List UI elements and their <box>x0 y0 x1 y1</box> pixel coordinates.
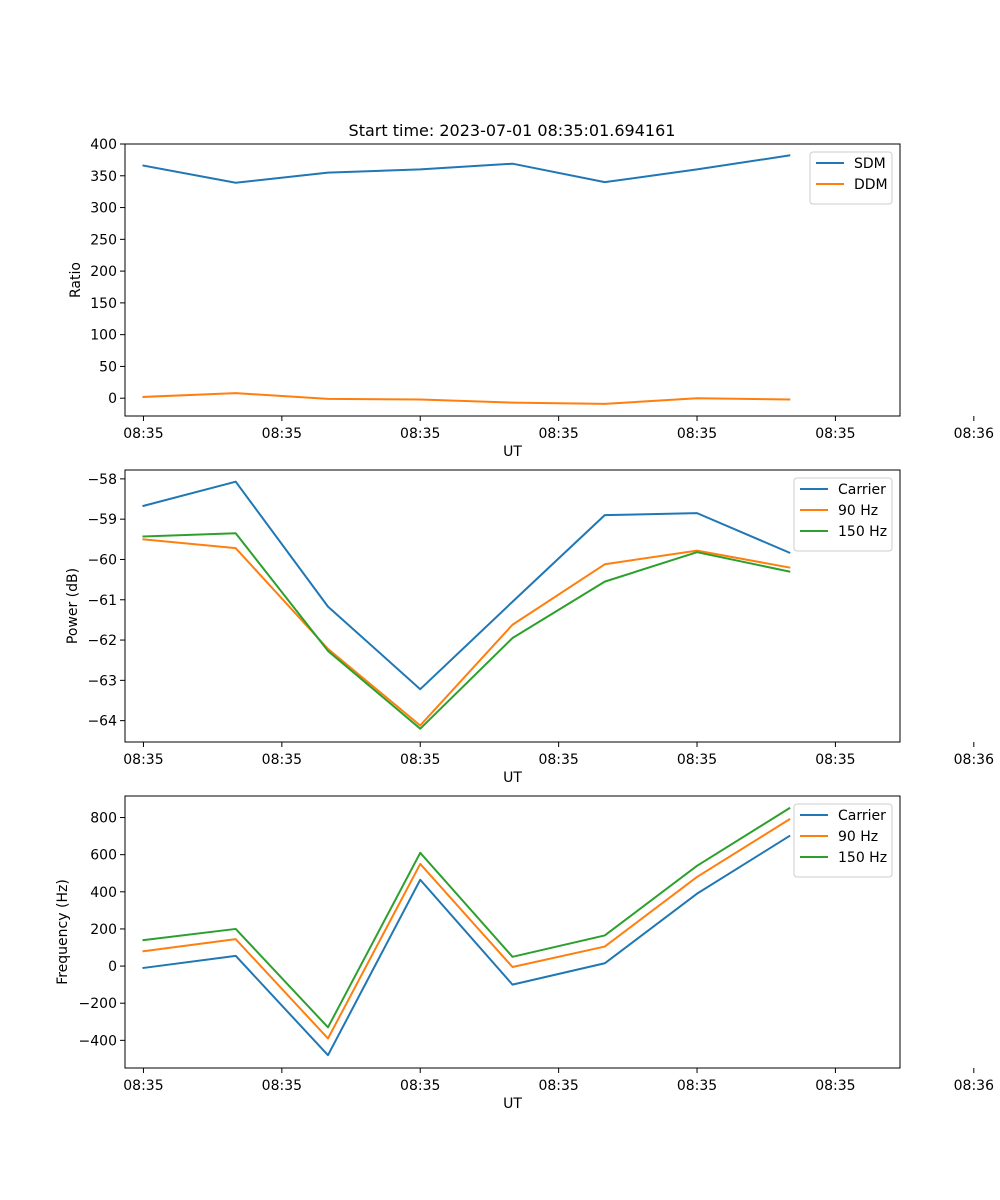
x-tick-label: 08:35 <box>815 426 855 442</box>
x-tick-label: 08:35 <box>815 1078 855 1094</box>
legend-label: 90 Hz <box>838 829 878 845</box>
y-tick-label: −200 <box>79 996 117 1012</box>
y-tick-label: −59 <box>87 512 117 528</box>
legend-box <box>793 477 893 552</box>
y-axis-label: Power (dB) <box>65 568 81 644</box>
y-tick-label: 350 <box>90 169 117 185</box>
x-tick-label: 08:35 <box>123 1078 163 1094</box>
y-tick-label: −63 <box>87 673 117 689</box>
figure-title: Start time: 2023-07-01 08:35:01.694161 <box>349 121 676 140</box>
series-line-90-hz <box>142 538 791 727</box>
x-tick-label: 08:35 <box>538 426 578 442</box>
legend-label: DDM <box>854 177 888 193</box>
series-line-carrier <box>142 834 791 1057</box>
x-tick-label: 08:35 <box>815 752 855 768</box>
legend: Carrier 90 Hz 150 Hz <box>793 803 893 878</box>
y-tick-label: 600 <box>90 848 117 864</box>
x-axis-label: UT <box>503 444 522 460</box>
y-tick-label: −400 <box>79 1033 117 1049</box>
axes-frame <box>124 143 901 417</box>
y-tick-label: 200 <box>90 264 117 280</box>
x-tick-label: 08:35 <box>123 752 163 768</box>
series-line-ddm <box>142 392 791 405</box>
y-tick-label: −62 <box>87 633 117 649</box>
x-tick-label: 08:35 <box>262 426 302 442</box>
subplot-2: 08:35 08:35 08:35 08:35 08:35 08:35 08:36 −64 −6… <box>65 469 994 786</box>
legend-label: 90 Hz <box>838 503 878 519</box>
series-line-carrier <box>142 480 791 691</box>
x-tick-label: 08:36 <box>954 426 994 442</box>
y-axis-label: Frequency (Hz) <box>55 879 71 985</box>
legend-label: 150 Hz <box>838 524 887 540</box>
legend-label: Carrier <box>838 808 886 824</box>
series-line-90-hz <box>142 818 791 1040</box>
series-line-150-hz <box>142 532 791 730</box>
subplots: 08:35 08:35 08:35 08:35 08:35 08:35 08:36 0 50 10… <box>55 137 994 1112</box>
legend-box <box>809 151 893 205</box>
x-tick-label: 08:36 <box>954 752 994 768</box>
series-line-sdm <box>142 154 791 184</box>
legend-label: Carrier <box>838 482 886 498</box>
x-tick-label: 08:36 <box>954 1078 994 1094</box>
x-tick-label: 08:35 <box>400 1078 440 1094</box>
y-tick-label: 150 <box>90 296 117 312</box>
x-tick-label: 08:35 <box>538 752 578 768</box>
x-tick-label: 08:35 <box>123 426 163 442</box>
y-tick-label: −61 <box>87 593 117 609</box>
y-tick-label: −58 <box>87 472 117 488</box>
y-tick-label: −60 <box>87 552 117 568</box>
y-tick-label: 300 <box>90 201 117 217</box>
x-tick-label: 08:35 <box>677 752 717 768</box>
legend-box <box>793 803 893 878</box>
legend: SDM DDM <box>809 151 893 205</box>
y-tick-label: 400 <box>90 885 117 901</box>
x-tick-label: 08:35 <box>400 426 440 442</box>
y-tick-label: 800 <box>90 811 117 827</box>
y-tick-label: 0 <box>108 391 117 407</box>
x-tick-label: 08:35 <box>400 752 440 768</box>
y-axis-label: Ratio <box>68 262 84 298</box>
legend-label: SDM <box>854 156 886 172</box>
y-tick-label: 100 <box>90 328 117 344</box>
x-tick-label: 08:35 <box>677 426 717 442</box>
y-tick-label: 50 <box>99 359 117 375</box>
axes-frame <box>124 469 901 743</box>
x-axis-label: UT <box>503 770 522 786</box>
subplot-1: 08:35 08:35 08:35 08:35 08:35 08:35 08:36 0 50 10… <box>68 137 994 460</box>
x-axis-label: UT <box>503 1096 522 1112</box>
x-tick-label: 08:35 <box>677 1078 717 1094</box>
y-tick-label: −64 <box>87 714 117 730</box>
y-tick-label: 250 <box>90 232 117 248</box>
x-tick-label: 08:35 <box>262 1078 302 1094</box>
axes-frame <box>124 795 901 1069</box>
x-tick-label: 08:35 <box>538 1078 578 1094</box>
y-tick-label: 400 <box>90 137 117 153</box>
y-tick-label: 200 <box>90 922 117 938</box>
subplot-3: 08:35 08:35 08:35 08:35 08:35 08:35 08:36 −400 −… <box>55 795 994 1112</box>
series-line-150-hz <box>142 806 791 1029</box>
legend-label: 150 Hz <box>838 850 887 866</box>
legend: Carrier 90 Hz 150 Hz <box>793 477 893 552</box>
x-tick-label: 08:35 <box>262 752 302 768</box>
y-tick-label: 0 <box>108 959 117 975</box>
